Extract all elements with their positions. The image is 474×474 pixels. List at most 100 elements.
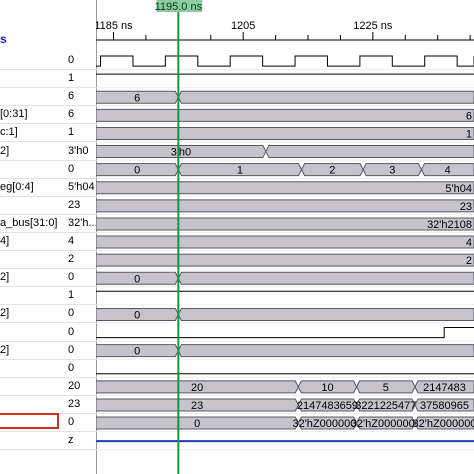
bus-segment [96, 307, 179, 321]
signal-name-row[interactable]: 2] [0, 305, 62, 324]
bus-segment-label: 0 [134, 273, 140, 285]
bus-segment [177, 307, 474, 321]
signal-name-row[interactable] [0, 360, 62, 378]
signal-name-row[interactable] [0, 161, 62, 179]
signal-name-row[interactable]: [0:31] [0, 106, 62, 125]
clock-waveform [96, 55, 474, 67]
signal-value-row[interactable]: 0 [62, 305, 96, 324]
bus-segment [356, 380, 416, 394]
bus-segment-label: 3'h0 [171, 147, 191, 159]
signal-value-row[interactable]: 5'h04 [62, 179, 96, 197]
bus-segment [420, 163, 474, 177]
bus-segment-label: 3 [389, 165, 395, 177]
bus-segment [414, 416, 474, 430]
bus-segment-label: 0 [134, 165, 140, 177]
signal-values-pane[interactable]: 0 1 6 6 1 3'h0 0 5'h04 23 32'h... 4 2 0 1 0 0 0 0 20 23 0 z [62, 0, 97, 474]
bus-segment [414, 398, 474, 412]
signal-name-row[interactable] [0, 88, 62, 107]
bus-segment-label: 0 [194, 418, 200, 430]
bus-segment [297, 398, 358, 412]
signal-value-row[interactable]: z [62, 432, 96, 451]
bus-segment [297, 380, 358, 394]
cursor-label-background [156, 0, 203, 12]
signal-name-row[interactable]: 2] [0, 269, 62, 288]
ruler-tick-label: 1225 ns [353, 20, 393, 32]
bus-segment [177, 344, 474, 358]
bus-segment [96, 145, 267, 159]
signal-value: 23 [68, 198, 81, 211]
bus-segment-label: 4 [445, 165, 451, 177]
signal-name-row[interactable] [0, 396, 62, 414]
bus-segment [96, 108, 474, 122]
signal-name-row[interactable] [0, 197, 62, 215]
signal-value-row[interactable]: 23 [62, 197, 96, 215]
bus-segment [96, 344, 179, 358]
bus-segment [356, 416, 416, 430]
signal-value-row[interactable]: 0 [62, 342, 96, 360]
signal-name-row[interactable] [0, 70, 62, 89]
signal-value-row[interactable]: 0 [62, 52, 96, 70]
bus-segment-label: 5 [383, 382, 389, 394]
bus-segment [96, 271, 179, 285]
signal-name-row[interactable]: eg[0:4] [0, 179, 62, 197]
signal-name: [0:31] [0, 108, 28, 121]
bus-segment [297, 416, 358, 430]
signal-name-row[interactable] [0, 52, 62, 70]
signal-value: 6 [68, 108, 75, 121]
signal-name: 2] [0, 144, 10, 157]
signal-value-row[interactable]: 6 [62, 88, 96, 107]
signal-name-row[interactable] [0, 251, 62, 270]
signal-names-pane[interactable]: s [0:31] c:1] 2] eg[0:4] a_bus[31:0] 4] 2] 2] 2] [0, 0, 63, 474]
signal-value-row[interactable]: 2 [62, 251, 96, 270]
ruler-tick-label: 1185 ns [96, 20, 133, 32]
bus-segment [96, 416, 299, 430]
signal-value: 0 [68, 416, 75, 428]
signal-value-row[interactable]: 6 [62, 106, 96, 125]
signal-value-row[interactable]: 1 [62, 124, 96, 143]
signal-value: 23 [68, 397, 81, 410]
signal-name-row[interactable] [0, 413, 62, 432]
bus-segment-label: 32'hZ0000000 [351, 418, 421, 430]
bus-segment-label: 37580965 [420, 400, 469, 412]
signal-value: 2 [68, 253, 75, 266]
bit-waveform [96, 327, 474, 339]
signal-value-row[interactable]: 1 [62, 287, 96, 306]
cursor-time-label: 1195.0 ns [155, 1, 203, 13]
signal-name-row[interactable]: 2] [0, 143, 62, 161]
signal-value: 3'h0 [68, 144, 89, 157]
signal-name-row[interactable]: c:1] [0, 124, 62, 143]
signal-value: 0 [68, 162, 75, 175]
signal-value-row[interactable]: 0 [62, 269, 96, 288]
signal-value: z [68, 434, 74, 447]
signal-name-row[interactable] [0, 287, 62, 306]
signal-value-row[interactable]: 23 [62, 396, 96, 414]
signal-name-row[interactable] [0, 324, 62, 342]
bus-segment [265, 145, 474, 159]
waveform-pane[interactable]: 1185 ns 1205 1225 ns 6 6 1 3'h0 0 1 2 3 4 5'h04 23 32'… [96, 0, 474, 474]
signal-value-row[interactable]: 0 [62, 161, 96, 179]
signal-value-row[interactable]: 0 [62, 414, 96, 432]
bus-segment [177, 271, 474, 285]
signal-name-row[interactable] [0, 378, 62, 396]
signal-value-row[interactable]: 4 [62, 233, 96, 251]
signal-name-row[interactable] [0, 432, 62, 451]
bus-segment-label: 20 [191, 382, 203, 394]
bus-segment-label: 32'hZ0000000 [292, 418, 362, 430]
signal-value-row[interactable]: 0 [62, 360, 96, 378]
signal-name-row[interactable]: 4] [0, 233, 62, 251]
bus-segment [96, 181, 474, 195]
signal-value-row[interactable]: 20 [62, 378, 96, 396]
signal-value-row[interactable]: 0 [62, 324, 96, 342]
signal-name-row[interactable]: a_bus[31:0] [0, 215, 62, 233]
bus-segment [414, 380, 474, 394]
signal-name: 2] [0, 307, 10, 320]
bus-segment-label: 6 [466, 110, 472, 122]
signal-value-row[interactable]: 1 [62, 70, 96, 89]
bus-segment [96, 398, 299, 412]
signal-value-row[interactable]: 32'h... [62, 215, 96, 233]
signal-name-row[interactable]: 2] [0, 342, 62, 360]
bus-segment [96, 199, 474, 213]
signal-value-row[interactable]: 3'h0 [62, 143, 96, 161]
bus-segment [96, 163, 179, 177]
